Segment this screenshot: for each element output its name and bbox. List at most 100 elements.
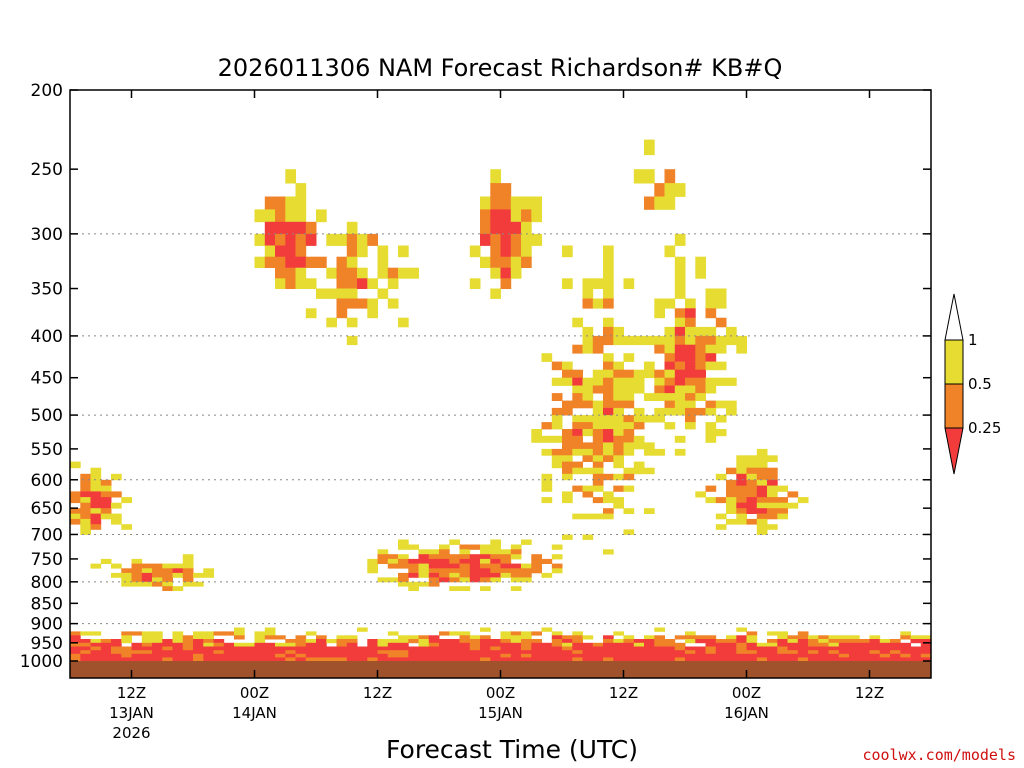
ri-cell (623, 442, 635, 450)
ri-cell (469, 635, 481, 640)
ri-cell (654, 377, 665, 386)
ri-cell (295, 635, 307, 640)
ri-cell (500, 572, 512, 578)
ri-cell (592, 415, 604, 423)
ri-cell (510, 631, 522, 636)
ri-cell (367, 568, 378, 574)
ri-cell (418, 635, 430, 640)
ri-cell (879, 646, 891, 651)
ri-cell (305, 646, 317, 651)
ri-cell (398, 558, 409, 564)
ri-cell (377, 653, 389, 658)
ri-cell (674, 317, 686, 328)
ri-cell (521, 563, 532, 569)
ri-cell (141, 650, 153, 655)
ri-cell (428, 572, 440, 578)
ri-cell (767, 473, 778, 481)
ri-cell (787, 635, 799, 640)
ri-cell (162, 572, 173, 578)
ri-cell (613, 415, 624, 423)
ri-cell (172, 642, 184, 647)
ri-cell (654, 344, 665, 354)
ri-cell (182, 577, 194, 583)
ri-cell (367, 657, 378, 662)
ri-cell (777, 497, 788, 504)
ri-cell (654, 183, 665, 197)
ri-cell (664, 422, 676, 430)
ri-cell (264, 650, 276, 655)
ri-cell (613, 473, 624, 481)
ri-cell (623, 635, 635, 640)
ri-cell (756, 497, 768, 504)
ri-cell (736, 497, 747, 504)
ri-cell (408, 544, 419, 550)
ri-cell (664, 245, 676, 258)
ri-cell (141, 572, 153, 578)
ri-cell (654, 642, 665, 647)
ri-cell (490, 233, 501, 246)
ri-cell (715, 344, 727, 354)
ri-cell (459, 586, 471, 591)
ri-cell (480, 549, 491, 555)
ri-cell (510, 646, 522, 651)
ri-cell (152, 642, 163, 647)
ri-cell (644, 657, 655, 662)
ri-cell (756, 657, 768, 662)
ri-cell (910, 650, 922, 655)
ri-cell (920, 635, 932, 640)
ri-cell (715, 642, 727, 647)
ri-cell (172, 653, 184, 658)
ri-cell (572, 461, 583, 469)
ri-cell (664, 298, 676, 309)
ri-cell (726, 657, 737, 662)
ri-cell (582, 650, 594, 655)
ri-cell (685, 385, 696, 394)
ri-cell (480, 650, 491, 655)
ri-cell (562, 455, 573, 462)
ri-cell (357, 657, 368, 662)
ri-cell (613, 326, 624, 337)
ri-cell (654, 369, 665, 379)
ri-cell (275, 245, 286, 258)
ri-cell (633, 461, 645, 469)
y-tick-label: 1000 (20, 652, 63, 672)
ri-cell (100, 513, 112, 520)
ri-cell (152, 639, 163, 644)
ri-cell (80, 502, 91, 509)
ri-cell (172, 568, 184, 574)
ri-cell (295, 646, 307, 651)
ri-cell (910, 635, 922, 640)
ri-cell (715, 646, 727, 651)
ri-cell (726, 502, 737, 509)
ri-cell (603, 646, 614, 651)
ri-cell (162, 642, 173, 647)
ri-cell (736, 635, 747, 640)
ri-cell (111, 491, 122, 498)
ri-cell (387, 267, 399, 279)
ri-cell (418, 568, 430, 574)
ri-cell (726, 400, 737, 409)
ri-cell (623, 278, 635, 289)
ri-cell (418, 650, 430, 655)
ri-cell (633, 415, 645, 423)
ri-cell (264, 657, 276, 662)
ri-cell (756, 502, 768, 509)
ri-cell (357, 627, 368, 632)
ri-cell (172, 635, 184, 640)
ri-cell (418, 572, 430, 578)
ri-cell (449, 653, 460, 658)
ri-cell (521, 646, 532, 651)
ri-cell (500, 221, 512, 235)
ri-cell (674, 385, 686, 394)
ri-cell (674, 344, 686, 354)
ri-cell (654, 298, 665, 309)
ri-cell (685, 308, 696, 319)
ri-cell (592, 298, 604, 309)
ri-cell (131, 650, 143, 655)
ri-cell (469, 642, 481, 647)
ri-cell (418, 549, 430, 555)
ri-cell (592, 513, 604, 520)
ri-cell (859, 642, 870, 647)
y-tick-label: 200 (31, 81, 63, 101)
ri-cell (746, 491, 758, 498)
